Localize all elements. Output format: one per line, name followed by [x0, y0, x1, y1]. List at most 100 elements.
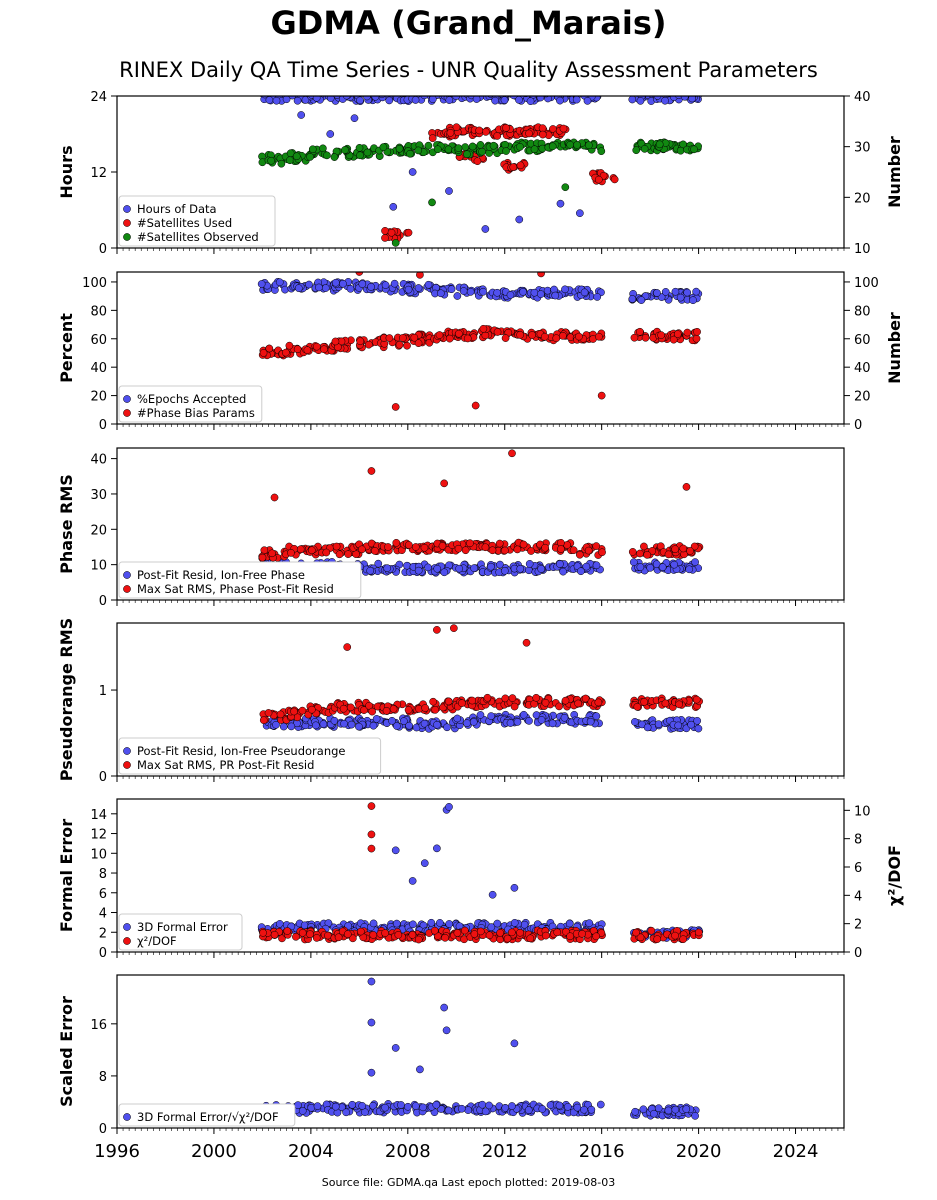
data-point-cluster	[319, 720, 328, 728]
data-point-cluster	[575, 550, 584, 559]
data-point-cluster	[356, 337, 365, 346]
y-right-tick-label: 80	[854, 304, 871, 319]
data-point-cluster	[312, 934, 321, 942]
data-point-cluster	[520, 920, 529, 929]
data-point-cluster	[628, 96, 637, 104]
data-point-cluster	[438, 542, 447, 550]
data-point-cluster	[443, 723, 451, 732]
data-point-cluster	[585, 141, 593, 150]
data-point-cluster	[593, 293, 602, 301]
data-point-cluster	[393, 722, 401, 730]
data-point-cluster	[513, 718, 522, 726]
data-point-cluster	[388, 716, 396, 725]
legend: %Epochs Accepted#Phase Bias Params	[118, 385, 263, 423]
data-point-cluster	[640, 542, 648, 551]
data-point	[367, 802, 376, 810]
data-point-cluster	[257, 280, 266, 288]
data-point-cluster	[654, 1104, 663, 1113]
data-point-cluster	[542, 931, 550, 940]
data-point-cluster	[392, 538, 401, 547]
data-point-cluster	[368, 707, 377, 716]
data-point-cluster	[403, 561, 411, 570]
data-point-cluster	[631, 1107, 640, 1116]
data-point	[433, 844, 441, 853]
data-point-cluster	[640, 145, 649, 153]
data-point-cluster	[680, 96, 689, 101]
y-right-tick-label: 20	[854, 191, 871, 206]
data-point-cluster	[431, 705, 440, 714]
data-point-cluster	[631, 718, 639, 726]
data-point-cluster	[500, 567, 509, 575]
data-point-cluster	[347, 720, 356, 729]
y-tick-label: 0	[99, 770, 107, 785]
data-point-cluster	[589, 96, 592, 97]
data-point-cluster	[428, 134, 437, 143]
data-point-cluster	[516, 161, 525, 170]
y-right-tick-label: 4	[854, 889, 862, 904]
data-point-cluster	[674, 96, 683, 99]
data-point-cluster	[598, 548, 606, 557]
x-tick-label: 2020	[676, 1141, 722, 1162]
data-point-cluster	[348, 1100, 357, 1109]
y-right-tick-label: 40	[854, 90, 871, 105]
data-point-cluster	[331, 337, 340, 346]
legend-marker	[123, 409, 131, 417]
y-tick-label: 4	[99, 907, 107, 922]
data-point-cluster	[653, 96, 662, 100]
data-point-cluster	[692, 334, 701, 343]
data-point-cluster	[479, 324, 488, 333]
data-point-cluster	[381, 234, 389, 242]
data-point-cluster	[462, 96, 463, 97]
data-point-cluster	[468, 142, 477, 151]
data-point-cluster	[552, 334, 561, 343]
data-point-cluster	[367, 283, 375, 291]
data-point-cluster	[364, 340, 373, 349]
data-point-cluster	[540, 332, 549, 341]
data-point-cluster	[399, 334, 407, 342]
data-point-cluster	[404, 1102, 412, 1111]
data-point-cluster	[286, 149, 295, 158]
data-point-cluster	[690, 145, 698, 154]
data-point-cluster	[516, 928, 524, 937]
data-point-cluster	[541, 698, 550, 707]
data-point-cluster	[268, 549, 276, 558]
data-point	[367, 830, 376, 839]
data-point-cluster	[470, 564, 478, 572]
data-point-cluster	[658, 563, 667, 571]
data-point-cluster	[383, 564, 392, 573]
y-tick-label: 24	[90, 90, 107, 105]
legend-label: #Phase Bias Params	[137, 406, 255, 420]
data-point-cluster	[541, 543, 549, 552]
data-point-cluster	[453, 714, 462, 723]
data-point-cluster	[487, 562, 495, 571]
data-point-cluster	[371, 96, 380, 101]
data-point-cluster	[671, 1105, 680, 1114]
y-axis-label: Hours	[57, 145, 76, 198]
data-point-cluster	[293, 96, 302, 105]
data-point-cluster	[358, 545, 366, 554]
y-right-tick-label: 100	[854, 276, 879, 291]
data-point-cluster	[594, 175, 603, 184]
x-tick-label: 2012	[482, 1141, 528, 1162]
data-point	[576, 209, 584, 218]
data-point-cluster	[414, 146, 423, 155]
data-point-cluster	[496, 560, 504, 569]
data-point-cluster	[536, 96, 545, 102]
data-point-cluster	[582, 562, 591, 571]
data-point-cluster	[543, 96, 547, 97]
data-point-cluster	[333, 96, 341, 99]
data-point-cluster	[389, 705, 398, 713]
data-point-cluster	[341, 146, 349, 154]
data-point-cluster	[481, 543, 490, 552]
panel-2: 0 20 40 60 80 100 0 20 40 60 80 100 Percent Number %Ep…	[57, 271, 904, 433]
legend-label: χ²/DOF	[137, 934, 177, 948]
data-point-cluster	[259, 929, 267, 937]
data-point	[508, 449, 516, 458]
data-point-cluster	[675, 700, 684, 709]
data-point-cluster	[406, 149, 414, 158]
data-point-cluster	[307, 546, 316, 555]
data-point	[597, 391, 606, 400]
y-axis-label: Pseudorange RMS	[57, 618, 76, 781]
data-point-cluster	[323, 151, 331, 160]
